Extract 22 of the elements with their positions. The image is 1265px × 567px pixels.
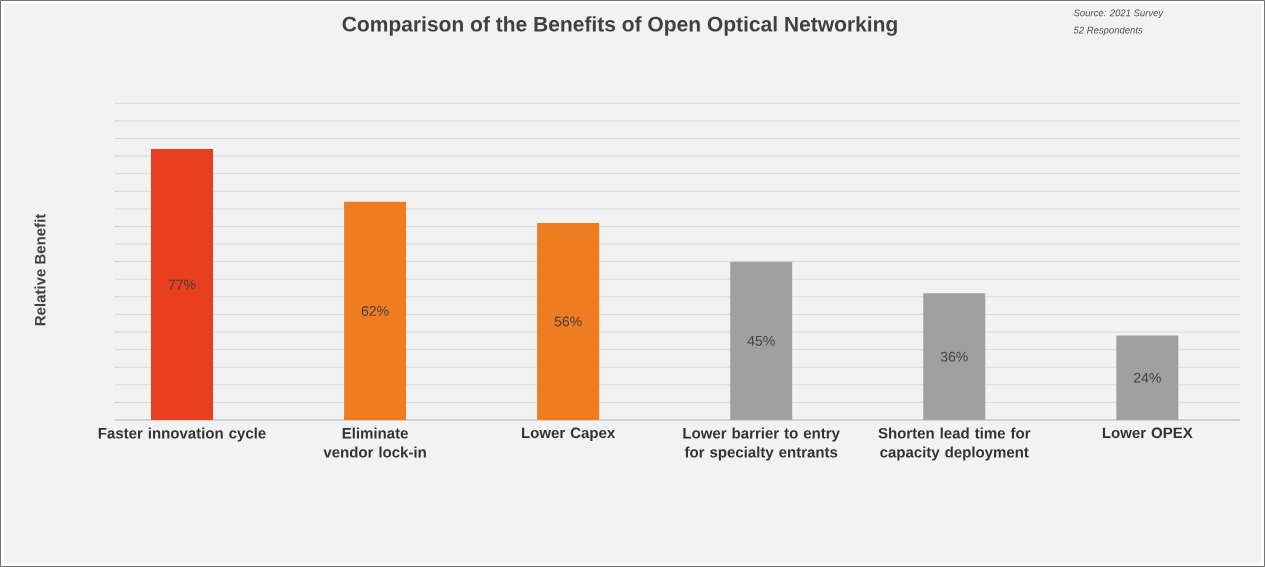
source-note: Source: 2021 Survey: [1073, 9, 1164, 19]
bar: [730, 261, 793, 420]
bar: [1116, 335, 1179, 420]
chart-title: Comparison of the Benefits of Open Optical Networking: [342, 16, 897, 36]
bar: [537, 222, 600, 420]
x-tick-label: Shorten lead time for capacity deployment: [878, 427, 1031, 461]
x-tick-label: Eliminate vendor lock-in: [323, 427, 426, 458]
bar: [923, 293, 986, 420]
text: 52 Respondents: [1073, 26, 1143, 36]
data-label: 24%: [1134, 372, 1161, 383]
bar: [151, 149, 213, 420]
x-tick-label: Lower Capex: [522, 427, 616, 442]
x-tick-label: Faster innovation cycle: [98, 427, 266, 442]
x-tick-label: Lower OPEX: [1102, 427, 1193, 439]
y-axis-title: Relative Benefit: [34, 213, 46, 326]
bar: [344, 201, 407, 420]
data-label: 45%: [747, 335, 775, 346]
data-label: 62%: [361, 305, 389, 316]
data-label: 77%: [168, 279, 196, 290]
data-label: 36%: [940, 351, 968, 362]
data-label: 56%: [554, 316, 582, 327]
x-tick-label: Lower barrier to entry for specialty entrants: [683, 427, 840, 461]
